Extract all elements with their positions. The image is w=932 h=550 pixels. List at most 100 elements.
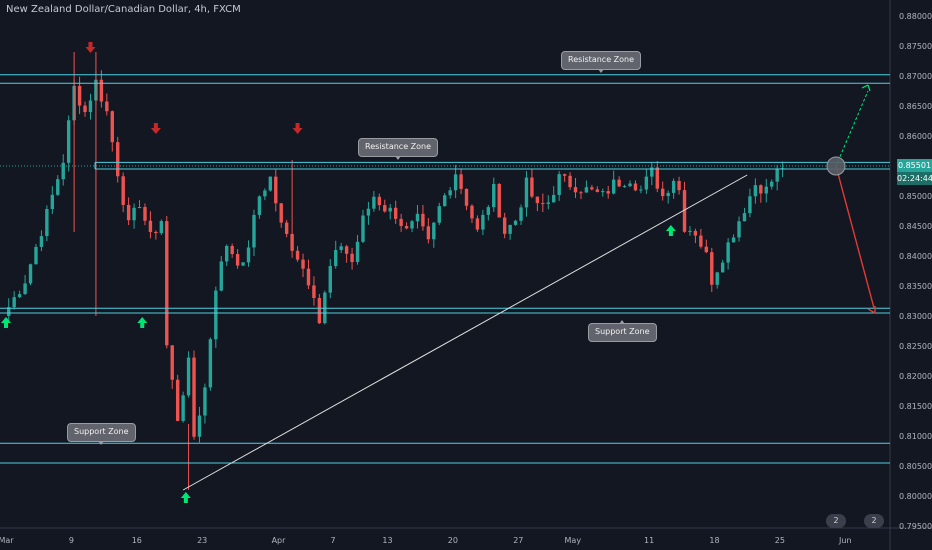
candle-body — [328, 266, 332, 293]
candle-body — [557, 174, 561, 195]
candle-body — [595, 189, 600, 192]
candle-body — [208, 339, 213, 388]
candle-body — [88, 100, 93, 113]
candle-body — [519, 207, 523, 221]
candle-body — [377, 196, 382, 206]
candle-body — [486, 207, 491, 215]
y-tick-label: 0.86000 — [899, 132, 932, 141]
candle-body — [415, 213, 420, 222]
candle-body — [263, 190, 267, 197]
y-tick-label: 0.82500 — [899, 342, 932, 351]
candle-body — [513, 220, 518, 225]
y-tick-label: 0.84000 — [899, 252, 932, 261]
candle-body — [633, 183, 638, 191]
candle-body — [154, 231, 158, 234]
candle-body — [290, 233, 294, 251]
bearish-projection-arrow — [835, 165, 875, 309]
candle-body — [426, 226, 431, 240]
candle-body — [753, 185, 758, 197]
candle-body — [268, 176, 273, 191]
candle-body — [317, 297, 322, 324]
support-zone-label-mid[interactable]: Support Zone — [588, 320, 657, 342]
candle-body — [404, 226, 409, 229]
candle-body — [661, 188, 665, 197]
candle-body — [584, 187, 589, 193]
trendline — [182, 174, 748, 491]
y-tick-label: 0.81000 — [899, 432, 932, 441]
candle-body — [181, 395, 185, 421]
candle-body — [524, 177, 529, 208]
y-tick-label: 0.84500 — [899, 222, 932, 231]
down-arrow-icon — [292, 123, 303, 134]
candle-body — [23, 283, 27, 295]
x-tick-label: 18 — [709, 536, 719, 545]
candle-body — [132, 207, 136, 221]
y-tick-label: 0.81500 — [899, 402, 932, 411]
current-price-tag: 0.85501 — [897, 159, 932, 172]
candle-body — [257, 196, 262, 215]
resistance-zone-label-top[interactable]: Resistance Zone — [561, 51, 642, 73]
candle-body — [393, 207, 398, 219]
candle-body — [688, 230, 692, 232]
candle-body — [720, 262, 725, 273]
x-tick-label: May — [565, 536, 582, 545]
candle-body — [126, 204, 131, 221]
x-tick-label: Jun — [838, 536, 852, 545]
candle-body — [12, 297, 16, 308]
candle-body — [453, 174, 458, 191]
candle-body — [671, 180, 676, 193]
candle-body — [116, 142, 120, 177]
candle-body — [508, 224, 512, 234]
candle-body — [219, 261, 223, 291]
candle-body — [197, 415, 202, 437]
x-tick-label: 27 — [513, 536, 523, 545]
support-zone-label-low[interactable]: Support Zone — [67, 423, 136, 445]
candle-body — [764, 186, 768, 194]
alerts-badge[interactable]: 2 — [864, 514, 884, 528]
candle-body — [214, 290, 218, 340]
candle-body — [568, 175, 572, 188]
candle-body — [186, 357, 191, 396]
candle-body — [590, 187, 594, 190]
bullish-projection-arrow — [835, 90, 869, 167]
candle-body — [175, 379, 180, 421]
projection-circle — [826, 156, 846, 176]
candle-body — [552, 194, 556, 203]
candle-body — [535, 196, 540, 204]
y-tick-label: 0.83500 — [899, 282, 932, 291]
x-tick-label: 23 — [197, 536, 207, 545]
y-tick-label: 0.88000 — [899, 12, 932, 21]
candle-body — [361, 215, 365, 242]
candle-body — [383, 205, 387, 212]
y-tick-label: 0.79500 — [899, 522, 932, 531]
candle-body — [682, 190, 687, 232]
candle-body — [77, 85, 82, 106]
candle-body — [432, 222, 436, 240]
candle-body — [650, 167, 654, 177]
candle-body — [355, 241, 360, 263]
candle-body — [481, 214, 485, 230]
y-tick-label: 0.83000 — [899, 312, 932, 321]
candle-body — [203, 387, 207, 416]
candle-body — [274, 176, 278, 204]
ideas-badge[interactable]: 2 — [826, 514, 846, 528]
candle-body — [421, 213, 425, 227]
candle-body — [601, 191, 605, 193]
candle-body — [334, 249, 338, 267]
candle-body — [399, 218, 403, 227]
candle-body — [497, 183, 501, 218]
x-tick-label: 25 — [775, 536, 785, 545]
candle-body — [470, 205, 474, 219]
down-arrow-icon — [85, 42, 96, 53]
candle-body — [388, 207, 392, 212]
candle-body — [742, 213, 747, 222]
candle-body — [83, 105, 87, 113]
up-arrow-icon — [137, 317, 148, 328]
candle-body — [148, 220, 153, 232]
candle-body — [579, 192, 583, 194]
resistance-zone-label-mid[interactable]: Resistance Zone — [358, 138, 439, 160]
candle-body — [502, 217, 507, 234]
candle-body — [437, 206, 441, 223]
